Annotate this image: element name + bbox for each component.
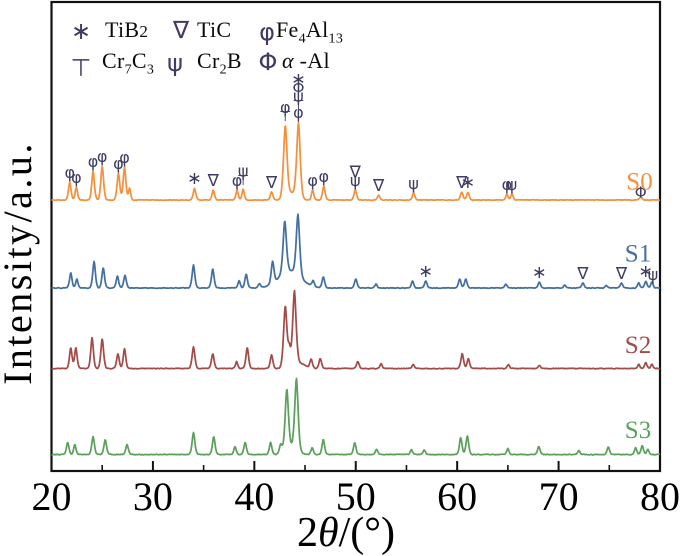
curve-s3 [51,377,661,456]
peak-marker: ∇ [265,172,278,192]
legend-label-text: TiB [105,16,140,42]
legend-row-1: ∗ TiB2 ∇ TiC φ Fe4Al13 [0,15,682,46]
peak-marker: ⊤ [279,109,291,125]
peak-marker: φ [97,147,108,166]
plot-border [50,0,662,473]
peak-marker: ∇ [615,263,628,283]
x-tick-label: 40 [234,474,274,519]
legend-label-text: B [226,48,242,73]
peak-marker: ψ [293,86,304,105]
curve-s1 [51,213,661,290]
legend-phase-label: Cr2B [197,48,242,78]
legend-phase-symbol: ⊤ [70,53,92,82]
peak-marker: φ [502,175,513,194]
peak-marker: ψ [238,162,249,181]
peak-marker: Φ [635,184,647,202]
legend-label-subscript: 2 [219,62,227,78]
peak-marker: ∇ [455,172,468,192]
peak-marker: φ [319,167,330,186]
x-tick-label: 60 [437,474,477,519]
legend-phase-label: TiB2 [105,17,148,45]
x-axis-label-prefix: 2 [297,510,318,556]
series-label-s2: S2 [625,332,651,359]
legend-phase-symbol: Φ [258,47,278,76]
legend-phase-label: Fe4Al13 [276,16,344,46]
peak-marker: ∇ [372,175,385,195]
peak-marker: φ [232,171,243,190]
legend-label-text: C [131,48,147,73]
legend-label-subscript: 3 [146,62,155,78]
legend-label-text: -Al [293,48,330,73]
legend-label-text: Cr [197,48,220,73]
peak-marker: ∗ [532,263,547,283]
legend-phase-label: Cr7C3 [102,48,155,78]
legend-label-text: 2 [139,21,149,41]
legend-label-text: Al [305,16,329,42]
peak-marker: ∗ [418,262,433,282]
x-tick-label: 70 [539,474,579,519]
peak-marker: φ [64,163,75,182]
peak-marker: ∗ [460,173,475,193]
curve-s2 [51,289,661,370]
series-label-s0: S0 [626,169,652,196]
x-tick-label: 50 [336,474,376,519]
legend-label-text: α [282,48,294,73]
peak-marker: ⊤ [237,173,249,189]
x-tick-label: 80 [640,474,680,519]
x-tick-label: 30 [133,474,173,519]
x-axis-label: 2θ/(°) [297,510,395,556]
legend-phase-symbol: φ [259,17,275,46]
x-axis-label-unit: /(°) [339,510,395,556]
peak-marker: Φ [292,79,304,97]
peak-marker: ψ [507,175,518,194]
peak-marker: ∇ [576,263,589,283]
x-axis-label-theta: θ [318,510,339,556]
curve-s0 [51,121,661,202]
peak-marker: ∇ [207,170,220,190]
peak-marker: φ [113,154,124,173]
peak-marker: φ [88,152,99,171]
peak-marker: ψ [648,265,659,284]
peak-marker: ψ [350,171,361,190]
legend-label-subscript: 4 [298,30,306,46]
legend-label-subscript: 7 [124,62,132,78]
peak-marker: ∗ [291,70,306,90]
legend-phase-symbol: ∗ [70,17,92,45]
peak-marker: ⊤ [292,98,304,114]
x-tick-label: 20 [32,474,72,519]
peak-marker: φ [293,103,304,122]
peak-marker: φ [119,148,130,167]
peak-marker: ψ [408,174,419,193]
peak-marker: ∗ [187,169,202,189]
y-axis-label: Intensity/a.u. [0,141,40,385]
legend-label-text: TiC [197,16,232,42]
peak-marker: φ [280,98,291,117]
series-label-s3: S3 [625,417,651,444]
legend-phase-symbol: ∇ [172,15,190,44]
peak-marker: φ [71,168,82,187]
legend-label-text: Fe [276,16,299,42]
legend-label-subscript: 13 [328,30,344,46]
legend-phase-label: TiC [197,17,231,43]
legend-label-text: Cr [102,48,125,73]
peak-marker: φ [307,171,318,190]
peak-marker: ∗ [638,262,653,282]
legend-phase-label: α -Al [282,48,330,74]
series-label-s1: S1 [625,241,651,268]
peak-marker: ∇ [349,162,362,182]
legend-phase-symbol: ψ [167,49,183,77]
